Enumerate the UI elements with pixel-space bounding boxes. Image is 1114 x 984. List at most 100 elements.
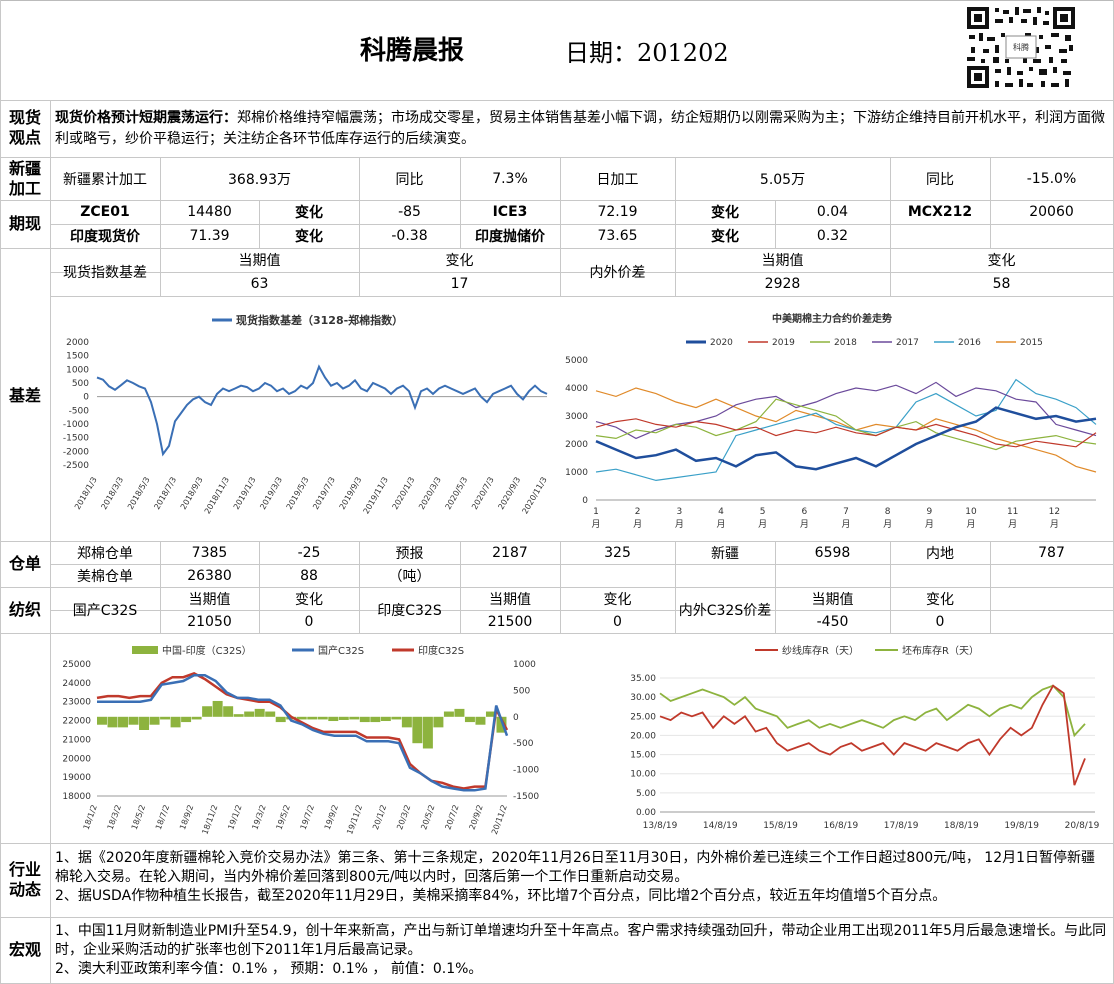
x-tick-label: 18/7/2 [154, 804, 171, 831]
x-tick-label: 2019/7/3 [311, 476, 337, 512]
legend-label: 2019 [772, 338, 795, 348]
x-tick-label: 5 [760, 507, 766, 517]
label-spot-view: 现货 观点 [8, 108, 41, 147]
x-tick-label: 2019/9/3 [338, 476, 364, 512]
report-date: 日期：201202 [565, 39, 729, 67]
x-tick-label: 14/8/19 [703, 821, 738, 831]
x-tick-label: 20/11/2 [490, 804, 509, 836]
x-tick-label: 19/1/2 [226, 804, 243, 831]
basis-spread-label: 内外价差 [589, 265, 646, 281]
fut-india-spot-change-label: 变化 [295, 229, 323, 245]
x-tick-label: 7 [843, 507, 849, 517]
x-tick-label: 2020/1/3 [391, 476, 417, 512]
y-tick-label: 30.00 [630, 693, 656, 703]
y-tick-label: 0 [582, 496, 588, 506]
diff-bar [328, 716, 339, 722]
diff-bar [391, 716, 402, 720]
y-left-tick-label: 19000 [62, 773, 91, 783]
x-tick-label: 19/3/2 [250, 804, 267, 831]
tx-india-value: 21500 [487, 613, 533, 630]
wh-forecast-value: 2187 [492, 544, 528, 561]
diff-bar [349, 716, 360, 720]
diff-bar [464, 716, 475, 723]
y-tick-label: 20.00 [630, 731, 656, 741]
x-tick-label: 20/3/2 [395, 804, 412, 831]
y-tick-label: 5000 [565, 356, 588, 366]
x-tick-label: 20/7/2 [443, 804, 460, 831]
y-tick-label: 500 [72, 379, 89, 389]
legend-label: 中国-印度（C32S） [162, 644, 252, 657]
y-tick-label: -1000 [63, 420, 89, 430]
legend-label: 2020 [710, 338, 733, 348]
x-tick-label: 2018/3/3 [99, 476, 125, 512]
x-tick-label: 1 [593, 507, 599, 517]
diff-bar [275, 716, 286, 723]
diff-bar [233, 714, 244, 717]
x-tick-label: 9 [926, 507, 932, 517]
fut-ice-change: 0.04 [816, 204, 849, 220]
y-tick-label: 35.00 [630, 674, 656, 684]
industry-text: 1、据《2020年度新疆棉轮入竞价交易办法》第三条、第十三条规定，2020年11… [55, 849, 1107, 906]
wh-unit-label: （吨） [388, 568, 431, 585]
diff-bar [380, 716, 391, 722]
y-tick-label: 1000 [565, 468, 588, 478]
diff-bar [202, 706, 213, 717]
x-tick-label: 2020/3/3 [417, 476, 443, 512]
x-tick-label: 2 [635, 507, 641, 517]
x-tick-label: 月 [800, 519, 809, 530]
series-line-2017 [595, 381, 1097, 440]
diff-bar [97, 716, 107, 725]
x-tick-label: 18/8/19 [944, 821, 979, 831]
diff-bar [128, 716, 139, 725]
spot-view-headline: 现货价格预计短期震荡运行： [55, 110, 237, 126]
series-line-2016 [595, 378, 1097, 482]
xj-label-daily: 日加工 [596, 171, 639, 188]
spot-basis-chart: 现货指数基差（3128-郑棉指数） -2500 -2000 -1500 -1000 -50… [63, 313, 549, 516]
y-right-tick-label: -500 [513, 739, 534, 749]
x-tick-label: 2018/7/3 [152, 476, 178, 512]
basis-spot-index-label: 现货指数基差 [63, 265, 147, 281]
y-tick-label: 4000 [565, 384, 588, 394]
svg-text:科腾: 科腾 [1013, 42, 1029, 52]
y-right-tick-label: 500 [513, 686, 530, 696]
cn-us-spread-chart: 中美期棉主力合约价差走势 2020 2019 2018 2017 2016 2015 0 100… [565, 312, 1097, 530]
tx-spread-label: 内外C32S价差 [678, 603, 772, 619]
x-tick-label: 20/1/2 [371, 804, 388, 831]
x-tick-label: 20/9/2 [467, 804, 484, 831]
macro-item-1: 1、中国11月财新制造业PMI升至54.9，创十年来新高，产出与新订单增速均升至… [55, 923, 1107, 958]
x-tick-label: 18/3/2 [106, 804, 123, 831]
y-left-tick-label: 18000 [62, 792, 91, 802]
y-tick-label: -2500 [63, 461, 89, 471]
x-tick-label: 月 [591, 519, 600, 530]
wh-zce-label: 郑棉仓单 [77, 545, 133, 562]
wh-us-change: 88 [300, 567, 318, 584]
wh-forecast-change: 325 [604, 544, 631, 561]
series-line-2020 [595, 406, 1097, 471]
fut-ice-change-label: 变化 [711, 205, 739, 221]
basis-h-current-1: 当期值 [238, 253, 281, 269]
diff-bar [475, 716, 486, 725]
label-textile: 纺织 [8, 600, 41, 619]
fut-india-reserve-value: 73.65 [597, 228, 638, 244]
diff-bar [170, 716, 181, 728]
y-right-tick-label: 0 [513, 713, 519, 723]
y-left-tick-label: 21000 [62, 735, 91, 745]
label-basis: 基差 [8, 386, 41, 405]
x-tick-label: 18/9/2 [178, 804, 195, 831]
y-tick-label: -1500 [63, 434, 89, 444]
label-xinjiang: 新疆 加工 [8, 159, 41, 198]
x-tick-label: 2018/9/3 [179, 476, 205, 512]
label-industry: 行业 动态 [8, 860, 41, 899]
label-futures: 期现 [8, 214, 41, 233]
diff-bar [359, 716, 370, 723]
basis-h-change-1: 变化 [445, 253, 474, 269]
x-tick-label: 2019/1/3 [232, 476, 258, 512]
fut-zce-change-label: 变化 [295, 205, 323, 221]
fut-mcx-value: 20060 [1029, 204, 1074, 220]
tx-india-change: 0 [613, 613, 622, 630]
wh-xinjiang-label: 新疆 [711, 545, 739, 562]
y-right-tick-label: -1000 [513, 766, 539, 776]
fut-ice-value: 72.19 [597, 204, 638, 220]
basis-spread-value: 2928 [764, 276, 801, 292]
legend-label: 2018 [834, 338, 857, 348]
